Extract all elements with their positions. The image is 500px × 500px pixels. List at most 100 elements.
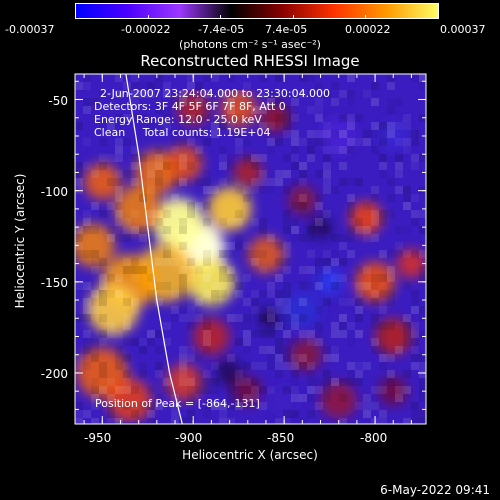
image-pixel [419, 226, 426, 234]
image-pixel [259, 90, 267, 98]
image-pixel [203, 250, 211, 258]
image-pixel [315, 266, 323, 274]
image-pixel [179, 154, 187, 162]
image-pixel [107, 322, 115, 330]
image-pixel [299, 74, 307, 82]
image-pixel [155, 282, 163, 290]
image-pixel [371, 346, 379, 354]
image-pixel [139, 370, 147, 378]
image-pixel [163, 282, 171, 290]
image-pixel [267, 98, 275, 106]
image-pixel [307, 146, 315, 154]
image-pixel [323, 162, 331, 170]
image-pixel [243, 242, 251, 250]
image-pixel [299, 138, 307, 146]
emission-region [320, 117, 357, 155]
image-pixel [323, 386, 331, 394]
image-pixel [363, 234, 371, 242]
image-pixel [283, 282, 291, 290]
image-pixel [147, 210, 155, 218]
image-pixel [235, 210, 243, 218]
image-pixel [115, 138, 123, 146]
image-pixel [291, 114, 299, 122]
image-pixel [235, 370, 243, 378]
image-pixel [347, 202, 355, 210]
image-pixel [315, 338, 323, 346]
image-pixel [243, 162, 251, 170]
image-pixel [91, 98, 99, 106]
image-pixel [307, 362, 315, 370]
image-pixel [403, 226, 411, 234]
image-pixel [155, 154, 163, 162]
image-pixel [155, 394, 163, 402]
image-pixel [123, 82, 131, 90]
image-pixel [259, 402, 267, 410]
image-pixel [107, 378, 115, 386]
y-tick-label: -100 [40, 185, 68, 199]
image-pixel [347, 322, 355, 330]
image-pixel [131, 410, 139, 418]
image-pixel [283, 242, 291, 250]
image-pixel [147, 178, 155, 186]
image-pixel [275, 298, 283, 306]
image-pixel [347, 250, 355, 258]
image-pixel [91, 378, 99, 386]
image-pixel [307, 338, 315, 346]
image-pixel [387, 322, 395, 330]
image-pixel [203, 178, 211, 186]
image-pixel [339, 330, 347, 338]
image-pixel [219, 362, 227, 370]
image-pixel [291, 98, 299, 106]
image-pixel [267, 90, 275, 98]
image-pixel [83, 314, 91, 322]
image-pixel [283, 338, 291, 346]
image-pixel [371, 402, 379, 410]
image-pixel [131, 154, 139, 162]
image-pixel [419, 418, 426, 424]
image-pixel [187, 226, 195, 234]
image-pixel [115, 210, 123, 218]
image-pixel [283, 314, 291, 322]
image-pixel [315, 306, 323, 314]
image-pixel [195, 266, 203, 274]
image-pixel [323, 210, 331, 218]
image-pixel [211, 378, 219, 386]
image-pixel [403, 338, 411, 346]
image-pixel [155, 106, 163, 114]
image-pixel [339, 90, 347, 98]
image-pixel [243, 314, 251, 322]
x-tick-label: -850 [267, 431, 295, 445]
image-pixel [203, 346, 211, 354]
image-pixel [299, 418, 307, 424]
image-pixel [123, 226, 131, 234]
image-pixel [187, 274, 195, 282]
image-pixel [155, 194, 163, 202]
image-pixel [227, 314, 235, 322]
image-pixel [243, 186, 251, 194]
image-pixel [115, 354, 123, 362]
image-pixel [339, 298, 347, 306]
image-pixel [99, 274, 107, 282]
image-pixel [83, 106, 91, 114]
image-pixel [227, 250, 235, 258]
image-pixel [235, 218, 243, 226]
image-pixel [379, 130, 387, 138]
image-pixel [347, 210, 355, 218]
image-pixel [275, 314, 283, 322]
image-pixel [195, 114, 203, 122]
image-pixel [299, 178, 307, 186]
image-pixel [99, 330, 107, 338]
image-pixel [147, 122, 155, 130]
image-pixel [331, 322, 339, 330]
image-pixel [283, 106, 291, 114]
emission-region [165, 145, 203, 182]
image-pixel [371, 274, 379, 282]
image-pixel [387, 122, 395, 130]
image-pixel [147, 82, 155, 90]
image-pixel [347, 146, 355, 154]
image-pixel [275, 362, 283, 370]
image-pixel [75, 122, 83, 130]
image-pixel [291, 322, 299, 330]
image-pixel [267, 354, 275, 362]
image-pixel [219, 154, 227, 162]
